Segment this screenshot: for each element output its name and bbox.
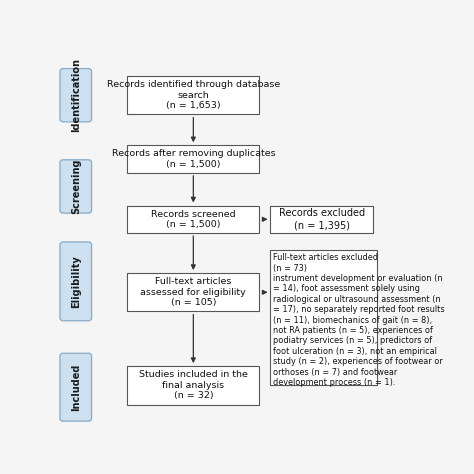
FancyBboxPatch shape xyxy=(60,242,91,321)
Text: Records excluded
(n = 1,395): Records excluded (n = 1,395) xyxy=(279,209,365,230)
Text: Records screened
(n = 1,500): Records screened (n = 1,500) xyxy=(151,210,236,229)
Text: Studies included in the
final analysis
(n = 32): Studies included in the final analysis (… xyxy=(139,371,248,400)
Text: Screening: Screening xyxy=(71,159,81,214)
FancyBboxPatch shape xyxy=(271,250,377,385)
FancyBboxPatch shape xyxy=(127,146,259,173)
FancyBboxPatch shape xyxy=(127,273,259,311)
Text: Full-text articles excluded
(n = 73)
instrument development or evaluation (n
= 1: Full-text articles excluded (n = 73) ins… xyxy=(273,253,445,387)
Text: Included: Included xyxy=(71,364,81,411)
Text: Full-text articles
assessed for eligibility
(n = 105): Full-text articles assessed for eligibil… xyxy=(140,277,246,307)
FancyBboxPatch shape xyxy=(271,206,374,233)
FancyBboxPatch shape xyxy=(60,160,91,213)
Text: Records identified through database
search
(n = 1,653): Records identified through database sear… xyxy=(107,80,280,110)
Text: Identification: Identification xyxy=(71,58,81,132)
FancyBboxPatch shape xyxy=(127,206,259,233)
FancyBboxPatch shape xyxy=(60,353,91,421)
Text: Records after removing duplicates
(n = 1,500): Records after removing duplicates (n = 1… xyxy=(111,149,275,169)
FancyBboxPatch shape xyxy=(127,76,259,114)
Text: Eligibility: Eligibility xyxy=(71,255,81,308)
FancyBboxPatch shape xyxy=(127,366,259,404)
FancyBboxPatch shape xyxy=(60,69,91,122)
